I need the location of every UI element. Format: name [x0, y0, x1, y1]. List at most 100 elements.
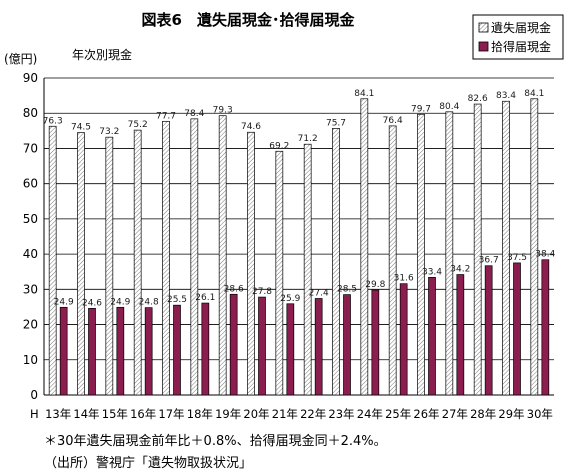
- bar-found-cash: [173, 304, 181, 396]
- x-tick-label: 19年: [215, 407, 241, 421]
- data-label-lost-cash: 82.6: [468, 94, 488, 104]
- bars: [48, 98, 550, 396]
- data-label-lost-cash: 76.3: [43, 116, 63, 126]
- bar-found-cash: [201, 302, 210, 396]
- data-label-found-cash: 24.9: [54, 297, 74, 307]
- bar-found-cash: [59, 306, 68, 396]
- y-tick-label: 50: [23, 212, 38, 226]
- x-tick-label: 24年: [357, 407, 383, 421]
- bar-found-cash: [286, 303, 295, 396]
- x-tick-label: 15年: [102, 407, 128, 421]
- chart-subtitle: 年次別現金: [72, 47, 132, 62]
- bar-found-cash: [428, 277, 436, 396]
- bar-lost-cash: [190, 118, 199, 396]
- y-tick-label: 10: [23, 353, 38, 367]
- data-label-lost-cash: 79.7: [411, 104, 431, 114]
- bar-lost-cash: [247, 131, 255, 396]
- y-tick-label: 0: [30, 388, 38, 402]
- gridlines: [43, 77, 554, 396]
- bar-lost-cash: [388, 125, 397, 396]
- data-label-lost-cash: 74.6: [241, 122, 261, 132]
- bar-lost-cash: [105, 136, 114, 396]
- y-axis-ticks: 0 10 20 30 40 50 60 70 80 90: [23, 71, 38, 402]
- legend-box: [472, 14, 564, 60]
- legend: 遺失届現金 拾得届現金: [472, 14, 564, 60]
- chart-title: 図表6 遺失届現金･拾得届現金: [142, 11, 356, 29]
- x-tick-label: 28年: [470, 407, 496, 421]
- data-label-found-cash: 38.4: [535, 250, 555, 260]
- source-note: （出所）警視庁「遺失物取扱状況」: [44, 456, 253, 471]
- legend-swatch-found: [478, 41, 489, 52]
- data-label-lost-cash: 74.5: [71, 123, 91, 133]
- bar-found-cash: [399, 283, 408, 396]
- data-label-lost-cash: 80.4: [439, 102, 459, 112]
- data-label-found-cash: 25.5: [167, 295, 187, 305]
- x-tick-label: 20年: [243, 407, 269, 421]
- y-axis-unit-label: (億円): [4, 52, 37, 66]
- data-label-lost-cash: 69.2: [269, 141, 289, 151]
- bar-found-cash: [484, 265, 493, 396]
- bar-lost-cash: [48, 125, 57, 396]
- data-label-found-cash: 33.4: [422, 267, 442, 277]
- era-prefix: H: [30, 407, 39, 421]
- data-label-lost-cash: 75.2: [128, 120, 148, 130]
- bar-lost-cash: [133, 129, 142, 396]
- x-tick-label: 21年: [272, 407, 298, 421]
- bar-found-cash: [229, 293, 238, 396]
- data-label-found-cash: 24.8: [139, 298, 159, 308]
- bar-found-cash: [541, 259, 550, 396]
- data-labels: 76.3 24.9 74.5 24.6 73.2 24.9 75.2 24.8 77.7 25.5…: [43, 89, 556, 309]
- data-label-found-cash: 28.5: [337, 285, 357, 295]
- data-label-found-cash: 25.9: [280, 294, 300, 304]
- x-tick-label: 14年: [73, 407, 99, 421]
- x-tick-label: 27年: [442, 407, 468, 421]
- x-tick-label: 26年: [413, 407, 439, 421]
- data-label-found-cash: 27.8: [252, 287, 272, 297]
- y-tick-label: 60: [23, 177, 38, 191]
- data-label-found-cash: 29.8: [365, 280, 385, 290]
- bar-lost-cash: [360, 98, 369, 396]
- bar-lost-cash: [502, 100, 510, 396]
- bar-lost-cash: [530, 98, 539, 396]
- bar-found-cash: [116, 306, 125, 396]
- data-label-lost-cash: 73.2: [99, 127, 119, 137]
- y-tick-label: 70: [23, 141, 38, 155]
- bar-lost-cash: [473, 103, 482, 396]
- bar-found-cash: [88, 308, 96, 396]
- x-tick-label: 25年: [385, 407, 411, 421]
- data-label-found-cash: 37.5: [507, 253, 527, 263]
- bar-found-cash: [371, 289, 380, 396]
- bar-found-cash: [258, 296, 266, 396]
- bar-found-cash: [343, 294, 351, 396]
- legend-label-lost: 遺失届現金: [491, 20, 551, 35]
- y-tick-label: 80: [23, 106, 38, 120]
- y-tick-label: 20: [23, 318, 38, 332]
- x-tick-label: 30年: [527, 407, 553, 421]
- x-tick-label: 13年: [45, 407, 71, 421]
- data-label-lost-cash: 83.4: [496, 91, 516, 101]
- data-label-found-cash: 27.4: [309, 288, 329, 298]
- footnote: ＊30年遺失届現金前年比＋0.8%、拾得届現金同＋2.4%。: [44, 434, 387, 449]
- bar-lost-cash: [417, 113, 425, 396]
- bar-lost-cash: [218, 115, 227, 396]
- bar-lost-cash: [332, 128, 340, 396]
- data-label-lost-cash: 77.7: [156, 111, 176, 121]
- data-label-found-cash: 36.7: [479, 256, 499, 266]
- x-tick-label: 22年: [300, 407, 326, 421]
- data-label-lost-cash: 75.7: [326, 118, 346, 128]
- data-label-found-cash: 24.9: [110, 297, 130, 307]
- data-label-found-cash: 26.1: [195, 293, 215, 303]
- y-tick-label: 90: [23, 71, 38, 85]
- data-label-lost-cash: 71.2: [298, 134, 318, 144]
- x-axis-ticks: 13年 14年 15年 16年 17年 18年 19年 20年 21年 22年 23年 24年 25年 2…: [45, 407, 553, 421]
- bar-lost-cash: [303, 143, 312, 396]
- data-label-found-cash: 28.6: [224, 284, 244, 294]
- legend-swatch-lost: [478, 22, 489, 33]
- data-label-lost-cash: 79.3: [213, 106, 233, 116]
- y-tick-label: 30: [23, 282, 38, 296]
- legend-label-found: 拾得届現金: [491, 39, 551, 54]
- data-label-found-cash: 24.6: [82, 298, 102, 308]
- data-label-lost-cash: 84.1: [524, 89, 544, 99]
- x-tick-label: 18年: [187, 407, 213, 421]
- x-tick-label: 29年: [498, 407, 524, 421]
